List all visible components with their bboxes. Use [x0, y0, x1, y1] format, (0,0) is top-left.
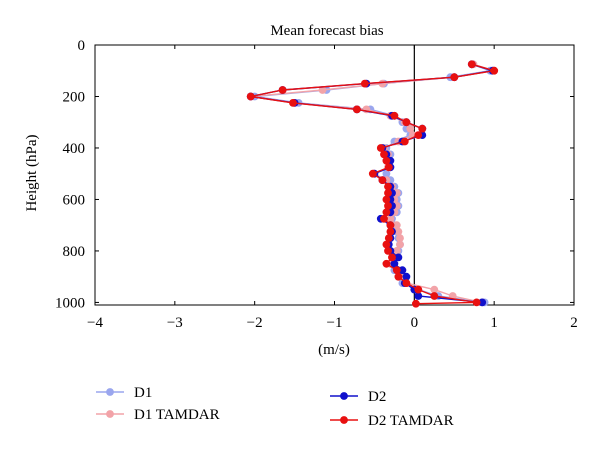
data-point	[384, 247, 392, 255]
y-tick-label: 600	[63, 192, 86, 208]
data-point	[414, 285, 423, 294]
legend-label: D1	[134, 385, 152, 401]
x-tick-label: −3	[167, 315, 183, 331]
data-point	[396, 234, 404, 243]
data-point	[384, 163, 393, 172]
x-tick-label: 0	[411, 315, 419, 331]
data-point	[467, 60, 476, 69]
data-point	[396, 240, 404, 249]
data-point	[278, 86, 287, 94]
data-point	[384, 182, 392, 191]
data-point	[402, 118, 411, 127]
series-line	[250, 63, 495, 304]
data-point	[384, 189, 392, 197]
legend-label: D2	[368, 389, 386, 405]
legend-item: D1	[96, 385, 152, 401]
x-tick-label: −1	[327, 315, 343, 331]
data-point	[380, 214, 388, 223]
legend-swatch-marker	[340, 392, 348, 400]
data-point	[384, 234, 393, 243]
data-point	[394, 253, 403, 262]
series-d1	[250, 60, 495, 307]
data-point	[398, 266, 407, 275]
x-tick-label: 1	[490, 315, 498, 331]
data-point	[368, 169, 377, 178]
legend-item: D2	[330, 389, 386, 405]
data-point	[378, 79, 387, 88]
x-tick-label: 2	[570, 315, 578, 331]
data-point	[402, 272, 411, 281]
data-point	[472, 298, 481, 307]
y-tick-label: 800	[63, 244, 86, 260]
data-point	[392, 221, 401, 230]
series-line	[250, 63, 495, 305]
plot-frame	[94, 44, 575, 306]
y-tick-label: 0	[78, 38, 86, 54]
plot-border	[94, 44, 575, 306]
y-axis-label: Height (hPa)	[24, 134, 40, 211]
data-point	[289, 99, 297, 107]
data-point	[246, 92, 255, 101]
data-point	[392, 266, 401, 275]
data-point	[406, 124, 415, 133]
legend-swatch-marker	[340, 416, 348, 424]
data-point	[400, 137, 409, 146]
series-line	[254, 63, 491, 304]
data-point	[360, 79, 369, 88]
data-point	[380, 150, 388, 159]
data-point	[376, 144, 385, 152]
data-point	[388, 253, 396, 262]
data-point	[384, 202, 392, 210]
series-layer	[246, 60, 499, 308]
chart-title: Mean forecast bias	[270, 23, 383, 39]
data-point	[382, 240, 391, 249]
legend-item: D1 TAMDAR	[96, 407, 220, 423]
data-point	[418, 124, 427, 133]
legend-label: D2 TAMDAR	[368, 413, 454, 429]
data-point	[390, 259, 399, 268]
data-point	[382, 208, 391, 217]
series-line	[250, 63, 493, 304]
legend-swatch-marker	[106, 410, 114, 418]
data-point	[430, 292, 439, 300]
legend: D1 D1 TAMDAR D2 D2 TAMDAR	[96, 385, 454, 429]
data-point	[386, 214, 395, 223]
data-point	[382, 156, 391, 165]
data-point	[378, 176, 387, 185]
legend-swatch-marker	[106, 388, 114, 396]
data-point	[414, 131, 423, 140]
data-point	[394, 227, 403, 236]
data-point	[390, 111, 399, 120]
data-point	[490, 66, 499, 75]
data-point	[386, 227, 395, 236]
data-point	[478, 298, 487, 307]
legend-label: D1 TAMDAR	[134, 407, 220, 423]
legend-item: D2 TAMDAR	[330, 413, 454, 429]
data-point	[382, 259, 391, 268]
data-point	[353, 105, 361, 114]
data-point	[430, 285, 439, 294]
x-tick-label: −4	[87, 315, 103, 331]
data-point	[414, 292, 423, 300]
y-tick-label: 400	[63, 141, 86, 157]
data-point	[386, 221, 395, 230]
y-tick-label: 200	[63, 89, 86, 105]
data-point	[392, 247, 401, 255]
data-point	[382, 169, 391, 178]
data-point	[402, 279, 411, 287]
data-point	[450, 73, 459, 82]
series-d2	[246, 60, 497, 307]
data-point	[318, 86, 327, 94]
series-d1-tamdar	[246, 60, 499, 307]
x-axis-label: (m/s)	[318, 342, 350, 358]
data-point	[382, 195, 391, 204]
axes: −4 −3 −2 −1 0 1 2 0 200 400 600 800 1000	[55, 38, 578, 331]
y-tick-label: 1000	[55, 295, 85, 311]
data-point	[394, 272, 403, 281]
data-point	[412, 299, 420, 308]
x-tick-label: −2	[247, 315, 263, 331]
series-d2-tamdar	[246, 60, 499, 308]
